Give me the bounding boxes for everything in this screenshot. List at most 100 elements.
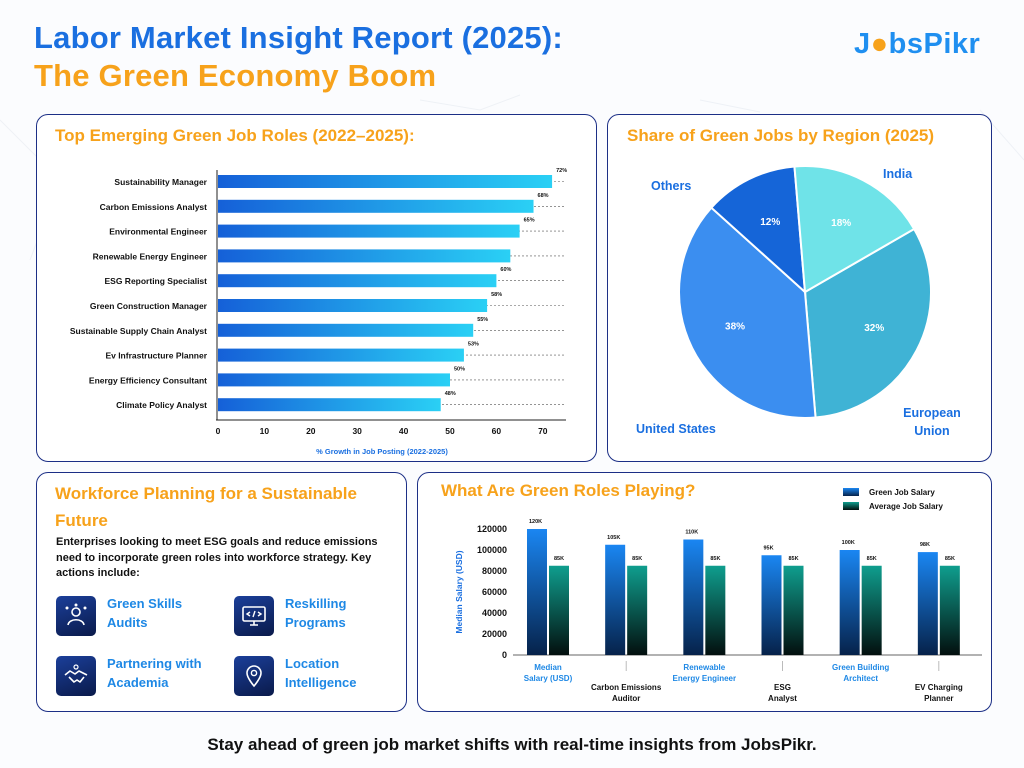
- role-label: ESG Reporting Specialist: [105, 276, 208, 286]
- code-monitor-icon: [234, 596, 274, 636]
- report-title: Labor Market Insight Report (2025):: [34, 20, 563, 55]
- region-pie-chart: 32% European Union 38% United States 12% Other…: [636, 165, 961, 438]
- region-label-line: European: [903, 406, 961, 420]
- pie-slice: [803, 227, 932, 419]
- legend-label: Green Job Salary: [869, 488, 935, 497]
- average-salary-bar: [939, 565, 960, 655]
- category-label-line: Salary (USD): [524, 674, 573, 683]
- growth-value-label: 53%: [468, 342, 479, 348]
- slice-region-label: Others: [651, 179, 691, 193]
- average-salary-bar: [861, 565, 882, 655]
- location-pin-icon: [234, 656, 274, 696]
- growth-bar: [218, 199, 534, 213]
- region-label-line: United States: [636, 422, 716, 436]
- growth-value-label: 55%: [477, 317, 488, 323]
- x-axis-title: % Growth in Job Posting (2022-2025): [316, 447, 448, 456]
- logo-letter: J: [854, 28, 871, 60]
- average-salary-value-label: 85K: [710, 556, 720, 562]
- action-label: Location Intelligence: [285, 656, 357, 690]
- growth-value-label: 68%: [538, 193, 549, 199]
- y-tick-label: 40000: [482, 608, 507, 618]
- category-label-line: Energy Engineer: [673, 674, 737, 683]
- growth-bar: [218, 323, 474, 337]
- y-tick-label: 0: [502, 650, 507, 660]
- roles-panel-title: Top Emerging Green Job Roles (2022–2025)…: [55, 126, 415, 145]
- action-label: Green Skills Audits: [107, 596, 183, 630]
- green-salary-bar: [605, 544, 626, 655]
- category-label-line: Carbon Emissions: [591, 683, 662, 692]
- role-label: Energy Efficiency Consultant: [89, 375, 207, 385]
- salary-comparison-chart: 0 20000 40000 60000 80000 100000 120000 Median …: [454, 488, 982, 703]
- role-label: Climate Policy Analyst: [116, 400, 207, 410]
- workforce-description: Enterprises looking to meet ESG goals an…: [56, 536, 378, 579]
- legend-swatch-green: [843, 488, 859, 496]
- average-salary-value-label: 85K: [789, 556, 799, 562]
- legend-swatch-average: [843, 502, 859, 510]
- action-green-skills-audits: Green Skills Audits: [56, 596, 217, 636]
- average-salary-bar: [783, 565, 804, 655]
- x-tick-label: 20: [306, 426, 316, 436]
- category-label: Green Building Architect: [832, 663, 889, 683]
- pie-slice: [678, 206, 817, 419]
- green-salary-value-label: 100K: [842, 540, 855, 546]
- category-label-line: Renewable: [683, 663, 725, 672]
- green-salary-value-label: 110K: [685, 530, 698, 536]
- average-salary-value-label: 85K: [554, 556, 564, 562]
- category-label-line: Auditor: [612, 694, 640, 703]
- average-salary-value-label: 85K: [632, 556, 642, 562]
- roles-growth-chart: Sustainability Manager 72% Carbon Emission…: [70, 168, 567, 456]
- category-label: Median Salary (USD): [524, 663, 573, 683]
- legend-label: Average Job Salary: [869, 502, 944, 511]
- logo-text: bsPikr: [888, 28, 981, 60]
- x-tick-label: 70: [538, 426, 548, 436]
- slice-value-label: 18%: [831, 218, 851, 229]
- growth-value-label: 60%: [500, 267, 511, 273]
- growth-value-label: 72%: [556, 168, 567, 174]
- salary-panel-title: What Are Green Roles Playing?: [441, 481, 696, 500]
- average-salary-bar: [627, 565, 648, 655]
- x-tick-label: 40: [399, 426, 409, 436]
- pie-slice: [709, 165, 807, 295]
- category-label-line: Planner: [924, 694, 953, 703]
- action-partnering-academia: Partnering with Academia: [56, 656, 217, 696]
- green-salary-bar: [527, 529, 547, 655]
- action-reskilling-programs: Reskilling Programs: [234, 596, 395, 636]
- growth-value-label: 48%: [445, 391, 456, 397]
- role-label: Environmental Engineer: [109, 227, 207, 237]
- footer-cta: Stay ahead of green job market shifts wi…: [207, 735, 817, 754]
- green-salary-value-label: 105K: [607, 535, 620, 541]
- growth-bar: [218, 249, 511, 263]
- action-label: Partnering with Academia: [107, 656, 202, 690]
- category-label: EV Charging Planner: [915, 683, 963, 703]
- x-tick-label: 10: [260, 426, 270, 436]
- region-label-line: Union: [914, 424, 949, 438]
- growth-value-label: 65%: [524, 218, 535, 224]
- y-tick-label: 80000: [482, 566, 507, 576]
- category-label-line: Analyst: [768, 694, 797, 703]
- green-salary-value-label: 98K: [920, 542, 930, 548]
- category-label-line: Median: [534, 663, 562, 672]
- region-label-line: India: [883, 167, 913, 181]
- slice-region-label: India: [883, 167, 913, 181]
- growth-bar: [218, 175, 553, 188]
- y-tick-label: 60000: [482, 587, 507, 597]
- slice-region-label: European Union: [903, 406, 961, 438]
- action-location-intelligence: Location Intelligence: [234, 656, 395, 696]
- growth-bar: [218, 348, 464, 362]
- category-label: ESG Analyst: [768, 683, 797, 703]
- x-tick-label: 60: [492, 426, 502, 436]
- category-label: Renewable Energy Engineer: [673, 663, 737, 683]
- slice-value-label: 32%: [864, 323, 884, 334]
- workforce-panel: [36, 472, 407, 712]
- growth-value-label: 50%: [454, 366, 465, 372]
- category-label-line: EV Charging: [915, 683, 963, 692]
- category-label-line: ESG: [774, 683, 791, 692]
- role-label: Carbon Emissions Analyst: [100, 202, 208, 212]
- growth-bar: [218, 373, 450, 387]
- category-label-line: Architect: [843, 674, 878, 683]
- role-label: Sustainability Manager: [114, 177, 207, 187]
- region-label-line: Others: [651, 179, 691, 193]
- green-salary-value-label: 120K: [529, 519, 542, 525]
- logo-globe-icon: ●: [870, 28, 889, 60]
- pie-slice: [793, 165, 916, 294]
